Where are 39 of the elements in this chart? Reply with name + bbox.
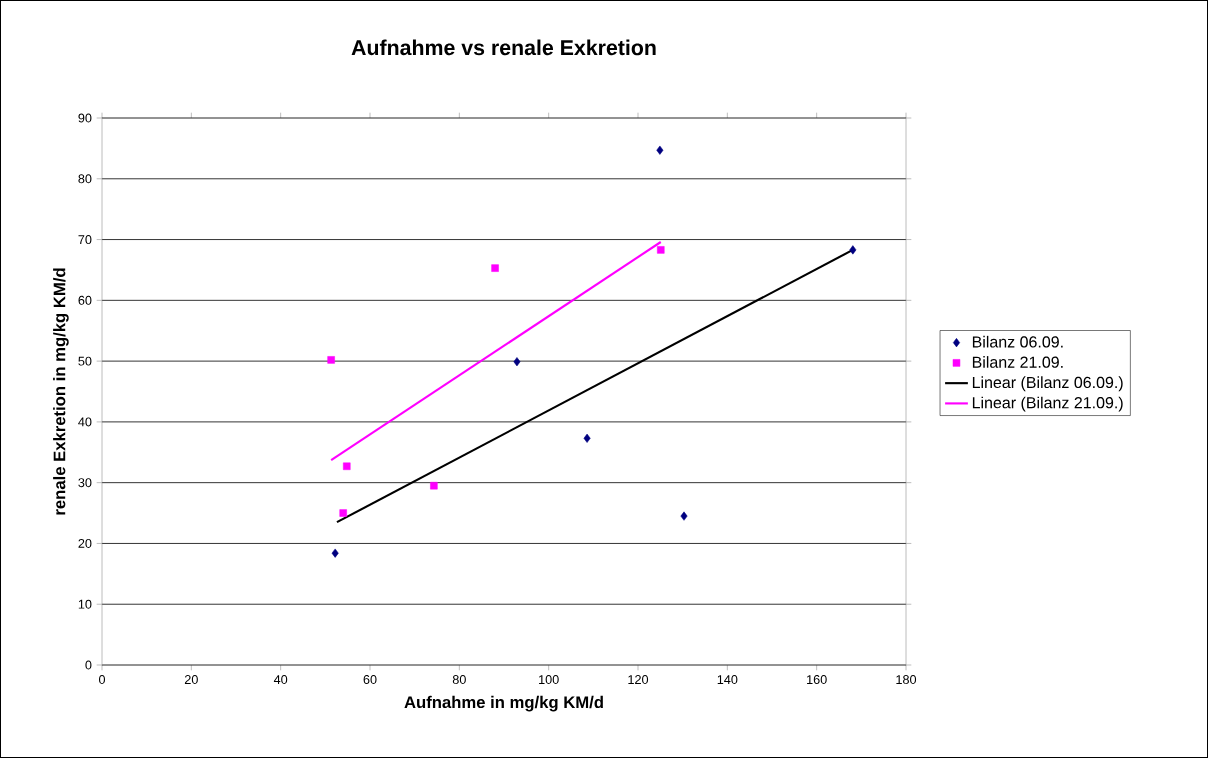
chart-title: Aufnahme vs renale Exkretion: [351, 39, 656, 56]
y-tick-label: 30: [78, 478, 92, 488]
x-tick-label: 40: [273, 675, 288, 685]
point: [339, 509, 347, 517]
point: [583, 433, 591, 443]
legend-label: Linear (Bilanz 21.09.): [972, 396, 1123, 412]
x-tick-label: 0: [98, 675, 106, 685]
x-tick-label: 120: [628, 675, 649, 685]
y-tick-label: 60: [78, 295, 92, 305]
y-tick-label: 50: [78, 356, 92, 366]
point: [327, 356, 335, 364]
y-tick-label: 90: [78, 113, 92, 123]
point: [331, 548, 339, 558]
y-tick-label: 10: [78, 599, 92, 609]
point: [680, 511, 688, 521]
x-axis-title: Aufnahme in mg/kg KM/d: [404, 695, 603, 712]
x-tick-label: 140: [717, 675, 738, 685]
legend-label: Linear (Bilanz 06.09.): [972, 376, 1123, 392]
y-tick-label: 0: [85, 660, 92, 670]
x-tick-label: 20: [184, 675, 198, 685]
x-tick-label: 180: [896, 675, 917, 685]
point: [513, 357, 521, 367]
x-tick-label: 160: [807, 675, 827, 685]
x-tick-label: 100: [539, 675, 559, 685]
legend-label: Bilanz 06.09.: [972, 335, 1063, 348]
point: [343, 462, 351, 470]
point: [430, 481, 438, 490]
y-axis-title: renale Exkretion in mg/kg KM/d: [53, 268, 69, 515]
legend-label: Bilanz 21.09.: [972, 356, 1063, 368]
x-tick-label: 80: [452, 675, 466, 685]
point: [657, 246, 665, 254]
y-tick-label: 40: [78, 417, 92, 427]
point: [656, 145, 664, 155]
point: [491, 264, 499, 272]
x-tick-label: 60: [363, 675, 377, 685]
y-tick-label: 70: [78, 235, 92, 245]
y-tick-label: 80: [78, 174, 92, 184]
point: [849, 245, 857, 255]
y-tick-label: 20: [78, 538, 92, 548]
